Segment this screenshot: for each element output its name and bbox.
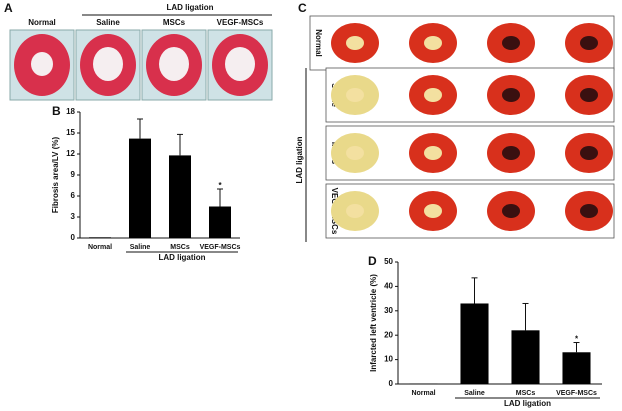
- x-tick-label: VEGF-MSCs: [200, 244, 241, 251]
- bar: [562, 352, 591, 384]
- slice-core: [580, 88, 598, 102]
- panel-label: C: [298, 1, 307, 15]
- slice-core: [502, 146, 520, 160]
- bar: [169, 155, 191, 238]
- y-tick-label: 3: [71, 212, 76, 221]
- y-tick-label: 0: [71, 233, 76, 242]
- slice-core: [580, 36, 598, 50]
- slice-core: [502, 36, 520, 50]
- slice-core: [346, 36, 364, 50]
- panel-label: B: [52, 104, 61, 118]
- y-axis-label: Infarcted left ventricle (%): [369, 274, 378, 372]
- y-tick-label: 15: [66, 128, 75, 137]
- row-label: Normal: [314, 29, 323, 57]
- x-tick-label: Saline: [130, 244, 151, 251]
- y-tick-label: 9: [71, 170, 76, 179]
- heart-lumen: [93, 47, 123, 81]
- slice-core: [346, 146, 364, 160]
- group-label: LAD ligation: [166, 3, 213, 12]
- slice-core: [424, 88, 442, 102]
- slice-core: [346, 88, 364, 102]
- slice-core: [424, 146, 442, 160]
- bar: [511, 330, 540, 384]
- group-label: LAD ligation: [504, 399, 551, 408]
- x-tick-label: MSCs: [516, 390, 536, 397]
- bar: [129, 138, 151, 238]
- bar: [89, 237, 111, 238]
- panel-label: A: [4, 1, 13, 15]
- heart-lumen: [225, 47, 255, 81]
- y-tick-label: 6: [71, 191, 76, 200]
- slice-core: [580, 204, 598, 218]
- slice-core: [502, 88, 520, 102]
- slice-core: [424, 36, 442, 50]
- y-tick-label: 50: [384, 257, 393, 266]
- x-tick-label: Normal: [88, 244, 112, 251]
- slice-core: [346, 204, 364, 218]
- y-axis-label: Fibrosis area/LV (%): [51, 137, 60, 214]
- column-label: Saline: [96, 18, 120, 27]
- significance-marker: *: [575, 335, 579, 344]
- bar: [460, 303, 489, 384]
- slice-core: [424, 204, 442, 218]
- panel-label: D: [368, 254, 377, 268]
- y-tick-label: 0: [389, 379, 394, 388]
- column-label: VEGF-MSCs: [217, 18, 264, 27]
- group-label: LAD ligation: [295, 136, 304, 183]
- significance-marker: *: [218, 181, 222, 190]
- x-tick-label: Normal: [411, 390, 435, 397]
- y-tick-label: 30: [384, 306, 393, 315]
- x-tick-label: Saline: [464, 390, 485, 397]
- y-tick-label: 20: [384, 330, 393, 339]
- y-tick-label: 40: [384, 282, 393, 291]
- y-tick-label: 12: [66, 149, 75, 158]
- column-label: MSCs: [163, 18, 186, 27]
- slice-core: [502, 204, 520, 218]
- x-tick-label: MSCs: [170, 244, 190, 251]
- y-tick-label: 18: [66, 107, 75, 116]
- slice-core: [580, 146, 598, 160]
- bar: [209, 206, 231, 238]
- x-tick-label: VEGF-MSCs: [556, 390, 597, 397]
- y-tick-label: 10: [384, 355, 393, 364]
- heart-lumen: [31, 52, 53, 76]
- group-label: LAD ligation: [158, 253, 205, 262]
- column-label: Normal: [28, 18, 56, 27]
- heart-lumen: [159, 47, 189, 81]
